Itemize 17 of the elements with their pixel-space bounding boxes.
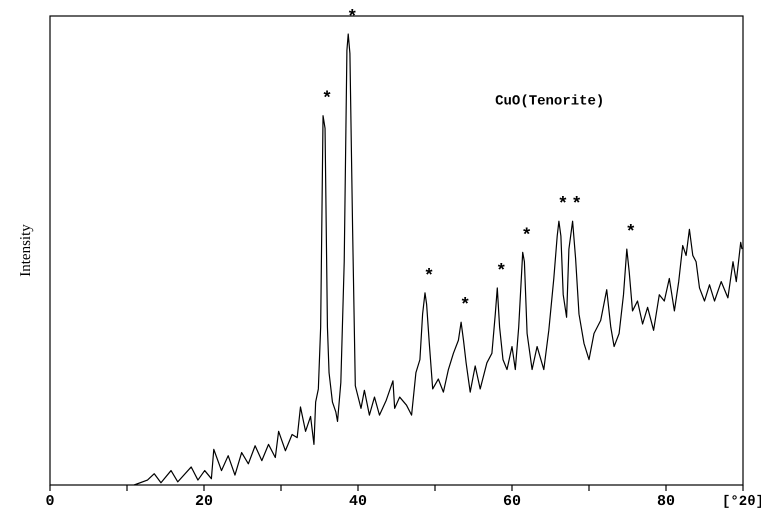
annotation: * xyxy=(571,195,582,216)
annotation: * xyxy=(322,90,332,110)
x-tick-label: 80 xyxy=(656,493,676,510)
y-axis-title: Intensity xyxy=(18,224,34,277)
annotation: * xyxy=(496,262,507,282)
x-tick-label: 0 xyxy=(45,493,55,510)
annotation: * xyxy=(557,195,568,216)
x-tick-label: 20 xyxy=(194,493,214,510)
annotation: * xyxy=(625,223,636,244)
x-tick-label: 40 xyxy=(348,493,368,510)
x-tick-label: 60 xyxy=(502,493,522,510)
annotation: * xyxy=(460,296,471,316)
annotation: * xyxy=(424,266,434,287)
annotation: * xyxy=(346,8,358,28)
text: CuO(Tenorite) xyxy=(495,94,604,110)
annotation: * xyxy=(521,226,532,246)
x-axis-title: [°2θ] xyxy=(722,494,764,510)
